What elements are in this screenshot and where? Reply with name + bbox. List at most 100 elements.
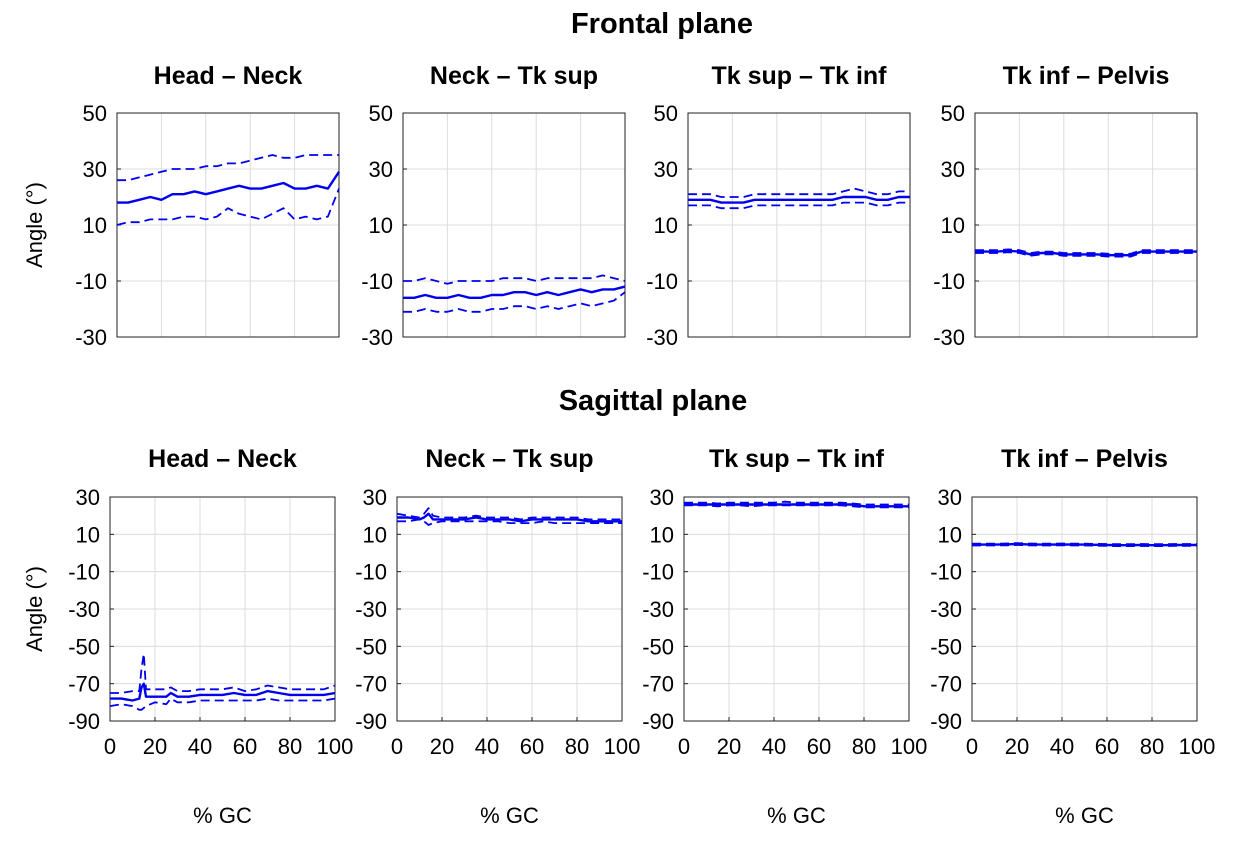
y-tick-label: 30 <box>654 157 678 182</box>
series-line-mean <box>110 682 336 702</box>
y-tick-label: -30 <box>361 325 393 350</box>
series-line-mean <box>117 171 341 204</box>
panel-frontal-2: Neck – Tk sup 50 30 10 -10 -30 <box>361 62 626 350</box>
x-tick-label: 80 <box>852 734 876 759</box>
y-tick-label: 10 <box>654 213 678 238</box>
y-tick-label: 30 <box>941 157 965 182</box>
series-line-upper <box>117 154 339 182</box>
panel-sagittal-3: Tk sup – Tk inf 30 10 -10 -30 -50 -70 -900 20 40 6… <box>642 445 927 828</box>
y-tick-label: 30 <box>83 157 107 182</box>
series-line-upper <box>688 187 910 198</box>
panel-title: Neck – Tk sup <box>425 445 593 473</box>
y-tick-label: 50 <box>941 101 965 126</box>
x-tick-label: 100 <box>604 734 641 759</box>
x-tick-label: 20 <box>1005 734 1029 759</box>
y-tick-label: -10 <box>646 269 678 294</box>
series-line-upper <box>684 500 909 506</box>
y-tick-label: -30 <box>930 597 962 622</box>
y-tick-label: -30 <box>75 325 107 350</box>
x-axis-label: % GC <box>767 803 826 828</box>
series-line-upper <box>972 542 1197 546</box>
x-tick-label: 80 <box>1140 734 1164 759</box>
series-line-lower <box>397 518 622 526</box>
y-tick-label: -10 <box>355 560 387 585</box>
series-line-mean <box>975 249 1197 257</box>
series-line-lower <box>975 251 1197 258</box>
y-tick-label: -70 <box>930 672 962 697</box>
y-tick-label: 30 <box>369 157 393 182</box>
panel-title: Head – Neck <box>148 445 297 473</box>
panel-sagittal-1: Head – Neck 30 10 -10 -30 -50 -70 -900 20 40 60 80 1… <box>22 445 353 828</box>
x-tick-label: 0 <box>966 734 978 759</box>
series-line-mean <box>688 195 910 204</box>
x-tick-label: 20 <box>717 734 741 759</box>
y-axis-label: Angle (°) <box>22 182 47 268</box>
series-line-lower <box>972 544 1197 547</box>
x-tick-label: 40 <box>475 734 499 759</box>
y-tick-label: -10 <box>642 560 674 585</box>
y-tick-label: -70 <box>68 672 100 697</box>
y-tick-label: 50 <box>654 101 678 126</box>
x-tick-label: 40 <box>762 734 786 759</box>
series-line-lower <box>403 291 626 313</box>
panel-title: Tk sup – Tk inf <box>709 445 885 473</box>
y-tick-label: -30 <box>646 325 678 350</box>
panel-title: Head – Neck <box>154 62 303 90</box>
x-tick-label: 20 <box>143 734 167 759</box>
x-axis-label: % GC <box>480 803 539 828</box>
y-tick-label: 10 <box>83 213 107 238</box>
x-tick-label: 80 <box>278 734 302 759</box>
y-tick-label: -10 <box>933 269 965 294</box>
series-line-upper <box>975 248 1197 255</box>
series-line-lower <box>684 504 909 509</box>
series-line-lower <box>116 188 340 226</box>
x-tick-label: 60 <box>807 734 831 759</box>
x-tick-label: 20 <box>430 734 454 759</box>
series-line-lower <box>109 697 336 711</box>
y-tick-label: -90 <box>355 709 387 734</box>
x-tick-label: 80 <box>565 734 589 759</box>
series-line-mean <box>397 512 622 523</box>
y-tick-label: -10 <box>930 560 962 585</box>
x-axis-label: % GC <box>1055 803 1114 828</box>
y-tick-label: -50 <box>68 634 100 659</box>
y-tick-label: -30 <box>68 597 100 622</box>
y-tick-label: -10 <box>361 269 393 294</box>
y-tick-label: 10 <box>76 522 100 547</box>
y-tick-label: -90 <box>930 709 962 734</box>
y-tick-label: 30 <box>363 485 387 510</box>
y-tick-label: 50 <box>369 101 393 126</box>
y-tick-label: 30 <box>650 485 674 510</box>
sagittal-plane-title: Sagittal plane <box>559 385 748 417</box>
x-tick-label: 40 <box>188 734 212 759</box>
y-tick-label: 10 <box>941 213 965 238</box>
y-tick-label: -10 <box>68 560 100 585</box>
panel-frontal-1: Head – Neck 50 30 10 -10 -30 Angle (°) <box>22 62 341 350</box>
x-tick-label: 60 <box>233 734 257 759</box>
panel-sagittal-2: Neck – Tk sup 30 10 -10 -30 -50 -70 -900 20 40 60 8… <box>355 445 640 828</box>
panel-title: Tk inf – Pelvis <box>1003 62 1170 90</box>
x-tick-label: 100 <box>891 734 928 759</box>
y-tick-label: -30 <box>642 597 674 622</box>
panel-title: Neck – Tk sup <box>430 62 598 90</box>
y-tick-label: -90 <box>68 709 100 734</box>
panel-title: Tk sup – Tk inf <box>711 62 887 90</box>
y-tick-label: 30 <box>76 485 100 510</box>
series-line-lower <box>688 201 910 210</box>
panel-title: Tk inf – Pelvis <box>1001 445 1168 473</box>
y-tick-label: 10 <box>938 522 962 547</box>
x-tick-label: 0 <box>104 734 116 759</box>
frontal-plane-title: Frontal plane <box>571 8 753 40</box>
y-tick-label: 50 <box>83 101 107 126</box>
y-tick-label: -50 <box>642 634 674 659</box>
series-line-upper <box>403 274 626 285</box>
panel-frontal-3: Tk sup – Tk inf 50 30 10 -10 -30 <box>646 62 911 350</box>
y-tick-label: -50 <box>930 634 962 659</box>
x-tick-label: 40 <box>1050 734 1074 759</box>
y-axis-label: Angle (°) <box>22 566 47 652</box>
y-tick-label: -70 <box>355 672 387 697</box>
y-tick-label: -30 <box>933 325 965 350</box>
x-tick-label: 60 <box>1095 734 1119 759</box>
y-tick-label: -50 <box>355 634 387 659</box>
